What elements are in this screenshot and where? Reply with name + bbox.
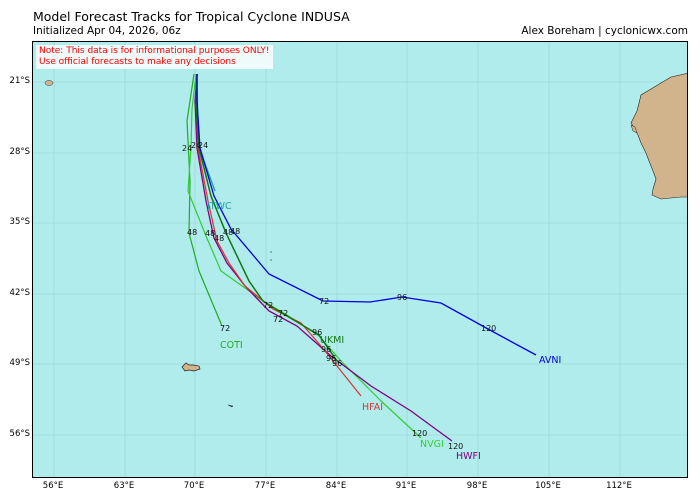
svg-text:96: 96 (326, 354, 336, 363)
svg-text:JTWC: JTWC (206, 201, 232, 212)
svg-text:120: 120 (448, 442, 463, 451)
svg-text:48: 48 (230, 227, 240, 236)
svg-text:72: 72 (278, 309, 288, 318)
track-ukmi (195, 73, 338, 362)
forecast-hour-labels: 24 24 24 48 48 48 48 48 72 72 72 72 72 9… (182, 141, 496, 451)
lon-label: 105°E (535, 481, 561, 491)
svg-text:HFAI: HFAI (362, 402, 383, 413)
svg-text:48: 48 (214, 234, 224, 243)
svg-text:COTI: COTI (220, 340, 243, 351)
lat-label: 35°S (9, 217, 30, 227)
svg-text:72: 72 (273, 315, 283, 324)
chart-title: Model Forecast Tracks for Tropical Cyclo… (33, 9, 350, 24)
lat-label: 56°S (9, 429, 30, 439)
disclaimer-line-2: Use official forecasts to make any decis… (39, 57, 236, 67)
svg-text:96: 96 (397, 293, 407, 302)
australia-landmass (630, 73, 687, 200)
lat-label: 28°S (9, 147, 30, 157)
svg-text:HWFI: HWFI (456, 451, 481, 462)
svg-text:NVGI: NVGI (420, 439, 444, 450)
model-labels: AVNI COTI HFAI NVGI HWFI UKMI JTWC (206, 201, 561, 462)
lon-label: 91°E (395, 481, 417, 491)
svg-text:72: 72 (220, 324, 230, 333)
svg-text:48: 48 (187, 228, 197, 237)
lat-label: 42°S (9, 288, 30, 298)
disclaimer-line-1: Note: This data is for informational pur… (39, 46, 270, 56)
disclaimer-note: Note: This data is for informational pur… (36, 45, 273, 69)
svg-text:72: 72 (319, 297, 329, 306)
svg-text:UKMI: UKMI (320, 335, 344, 346)
svg-text:48: 48 (223, 228, 233, 237)
track-avni (196, 74, 537, 356)
lon-label: 56°E (42, 481, 64, 491)
svg-text:48: 48 (205, 229, 215, 238)
svg-text:AVNI: AVNI (539, 355, 561, 366)
credit: Alex Boreham | cyclonicwx.com (521, 25, 688, 37)
svg-text:96: 96 (332, 359, 342, 368)
island-kerguelen (181, 362, 201, 372)
svg-text:24: 24 (182, 144, 192, 153)
svg-text:96: 96 (321, 345, 331, 354)
svg-text:120: 120 (481, 324, 496, 333)
lon-label: 70°E (183, 481, 205, 491)
lon-label: 63°E (113, 481, 135, 491)
svg-text:72: 72 (263, 301, 273, 310)
island-mauritius (44, 80, 54, 86)
svg-text:24: 24 (191, 141, 201, 150)
map-area[interactable]: 24 24 24 48 48 48 48 48 72 72 72 72 72 9… (32, 41, 688, 478)
init-time: Initialized Apr 04, 2026, 06z (33, 25, 181, 37)
lat-label: 49°S (9, 358, 30, 368)
track-nvgi (187, 73, 422, 439)
track-coti (186, 73, 223, 327)
map-svg: 24 24 24 48 48 48 48 48 72 72 72 72 72 9… (33, 42, 687, 477)
svg-text:24: 24 (198, 141, 208, 150)
svg-text:120: 120 (412, 429, 427, 438)
lon-label: 77°E (254, 481, 276, 491)
lon-label: 98°E (466, 481, 488, 491)
lon-label: 112°E (606, 481, 632, 491)
lat-label: 21°S (9, 76, 30, 86)
lon-label: 84°E (325, 481, 347, 491)
svg-text:96: 96 (312, 328, 322, 337)
track-hwfi (194, 73, 453, 442)
gridlines (33, 42, 687, 477)
